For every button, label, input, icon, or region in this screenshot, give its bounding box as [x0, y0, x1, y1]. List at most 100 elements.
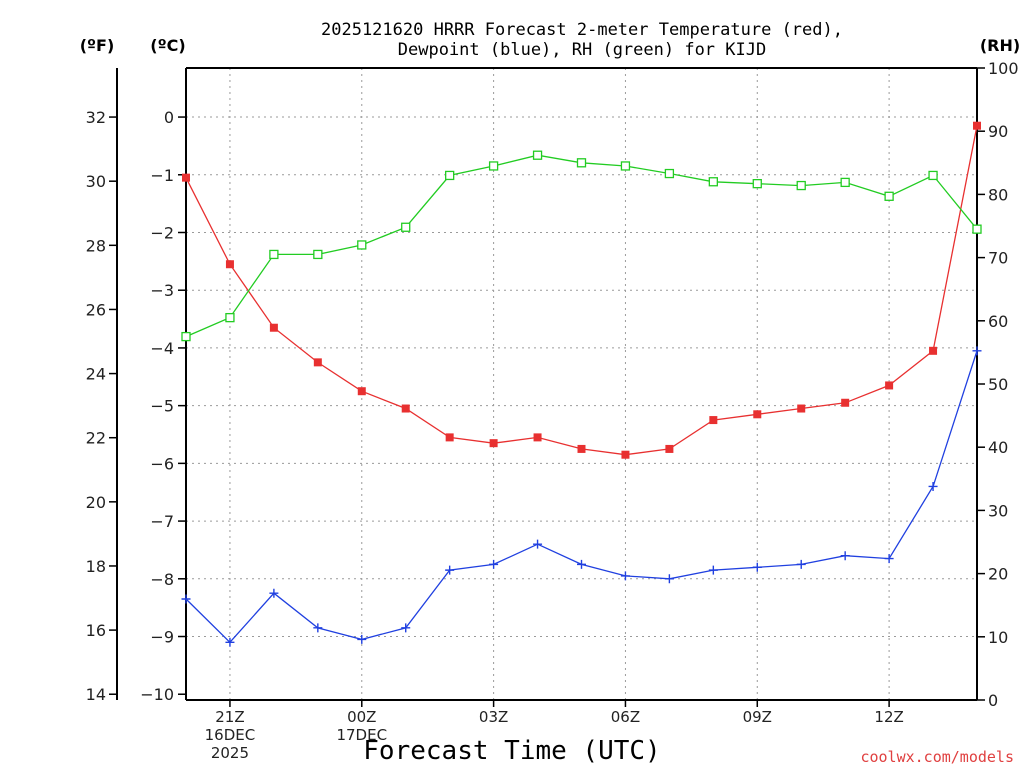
fahrenheit-ticks: 32 30 28 26 24 22 20 18 16 14	[86, 108, 117, 704]
temperature-point	[885, 381, 894, 390]
temperature-point	[401, 404, 410, 413]
rh-tick-label: 20	[988, 565, 1008, 584]
celsius-tick-label: 0	[164, 108, 174, 127]
rh-point	[576, 158, 587, 168]
rh-unit-label: (RH)	[980, 36, 1020, 55]
rh-point	[972, 224, 982, 234]
rh-tick-label: 70	[988, 249, 1008, 268]
fahrenheit-tick-label: 28	[86, 236, 106, 255]
celsius-tick-label: −2	[150, 223, 174, 242]
series	[181, 121, 982, 647]
temperature-point	[182, 173, 190, 182]
dewpoint-point	[313, 623, 323, 633]
temperature-point	[929, 346, 938, 355]
fahrenheit-tick-label: 32	[86, 108, 106, 127]
time-tick-label: 03Z	[479, 708, 508, 726]
rh-point	[664, 168, 675, 179]
rh-point	[445, 170, 455, 181]
rh-point	[269, 249, 279, 260]
temperature-point	[577, 444, 586, 453]
rh-tick-label: 90	[988, 122, 1008, 141]
rh-tick-label: 30	[988, 501, 1008, 520]
rh-point	[796, 180, 806, 191]
temperature-point	[269, 323, 278, 332]
rh-point	[752, 179, 762, 189]
temperature-point	[489, 439, 498, 448]
rh-tick-label: 40	[988, 438, 1008, 457]
rh-point	[708, 177, 718, 187]
celsius-tick-label: −5	[150, 397, 174, 416]
dewpoint-point	[928, 481, 938, 491]
dewpoint-point	[225, 637, 235, 647]
fahrenheit-tick-label: 14	[86, 685, 106, 704]
dewpoint-point	[269, 588, 279, 598]
dewpoint-point	[620, 571, 630, 581]
dewpoint-line	[185, 350, 978, 644]
rh-point	[401, 222, 411, 232]
dewpoint-point	[752, 562, 762, 572]
chart-title-line-2: Dewpoint (blue), RH (green) for KIJD	[398, 40, 766, 60]
dewpoint-point	[181, 594, 191, 604]
dewpoint-point	[489, 559, 499, 569]
celsius-tick-label: −10	[140, 685, 174, 704]
time-tick-label: 2025	[211, 744, 249, 762]
temperature-point	[533, 433, 542, 442]
dewpoint-point	[357, 634, 367, 644]
celsius-tick-label: −1	[150, 166, 174, 185]
dewpoint-point	[796, 559, 806, 569]
time-tick-label: 17DEC	[336, 726, 387, 744]
rh-line	[185, 154, 978, 338]
temperature-point	[313, 358, 322, 367]
temperature-point	[357, 387, 366, 396]
dewpoint-point	[533, 539, 543, 549]
rh-tick-label: 100	[988, 59, 1019, 78]
dewpoint-point	[972, 346, 982, 356]
celsius-ticks: 0 −1 −2 −3 −4 −5 −6 −7 −8 −9 −10	[140, 108, 186, 704]
rh-tick-label: 50	[988, 375, 1008, 394]
rh-point	[313, 249, 323, 260]
celsius-tick-label: −8	[150, 570, 174, 589]
fahrenheit-tick-label: 16	[86, 621, 106, 640]
rh-tick-label: 10	[988, 628, 1008, 647]
temperature-point	[225, 260, 234, 269]
rh-point	[928, 170, 938, 181]
time-tick-label: 09Z	[743, 708, 772, 726]
temperature-point	[709, 416, 718, 425]
dewpoint-point	[445, 565, 455, 575]
time-tick-label: 06Z	[611, 708, 640, 726]
rh-point	[225, 312, 235, 323]
rh-tick-label: 80	[988, 185, 1008, 204]
time-tick-label: 12Z	[874, 708, 903, 726]
time-tick-label: 21Z	[215, 708, 244, 726]
rh-point	[181, 331, 191, 342]
fahrenheit-tick-label: 18	[86, 557, 106, 576]
dewpoint-point	[577, 559, 586, 569]
celsius-tick-label: −4	[150, 339, 174, 358]
temperature-point	[973, 121, 981, 130]
temperature-point	[665, 444, 674, 453]
temperature-point	[445, 433, 454, 442]
temperature-point	[797, 404, 806, 413]
celsius-unit-label: (ºC)	[150, 36, 185, 55]
dewpoint-point	[840, 551, 850, 561]
fahrenheit-tick-label: 24	[86, 365, 106, 384]
chart-title-line-1: 2025121620 HRRR Forecast 2-meter Tempera…	[321, 20, 843, 40]
celsius-tick-label: −9	[150, 628, 174, 647]
fahrenheit-tick-label: 22	[86, 429, 106, 448]
rh-point	[840, 177, 850, 188]
celsius-tick-label: −3	[150, 281, 174, 300]
rh-point	[357, 240, 367, 250]
celsius-tick-label: −6	[150, 454, 174, 473]
fahrenheit-tick-label: 26	[86, 300, 106, 319]
rh-point	[532, 150, 543, 160]
temperature-point	[841, 398, 850, 407]
rh-point	[884, 191, 894, 201]
fahrenheit-tick-label: 20	[86, 493, 106, 512]
dewpoint-point	[708, 565, 718, 575]
rh-tick-label: 60	[988, 312, 1008, 331]
dewpoint-point	[884, 554, 894, 564]
credit-text: coolwx.com/models	[860, 748, 1014, 766]
